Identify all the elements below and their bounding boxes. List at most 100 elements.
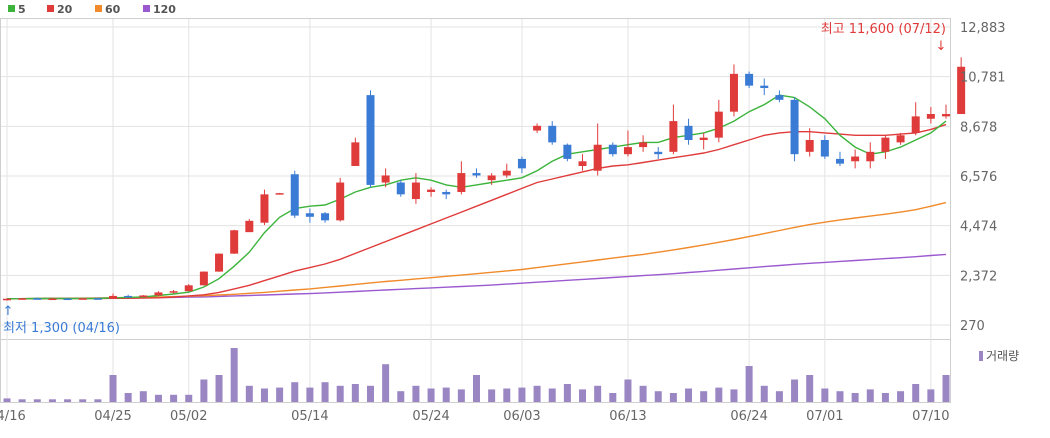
ma5-line (6, 94, 947, 300)
volume-bar (442, 387, 450, 402)
candle-body (305, 213, 314, 217)
candle-body (3, 298, 11, 301)
high-arrow-icon: ↓ (936, 39, 947, 54)
candle-body (926, 114, 935, 119)
y-tick-label: 12,883 (960, 21, 1006, 36)
candle-body (472, 173, 481, 176)
legend-label: 120 (153, 3, 176, 16)
volume-bar (700, 391, 708, 402)
candle-body (154, 292, 163, 296)
candle-body (548, 125, 557, 143)
y-tick-label: 10,781 (960, 71, 1006, 86)
candle-body (517, 158, 526, 169)
volume-bar (427, 388, 435, 402)
volume-bar (639, 385, 647, 402)
candle-body (396, 182, 405, 195)
x-tick-label: 04/25 (94, 409, 131, 424)
candle-body (290, 174, 299, 216)
volume-bar (306, 387, 314, 402)
candle-body (366, 95, 375, 185)
candle-body (48, 298, 57, 301)
volume-bar (260, 388, 268, 402)
candle-body (623, 147, 632, 155)
volume-bar (760, 385, 768, 402)
candle-body (957, 66, 966, 115)
volume-bar (685, 388, 693, 402)
x-tick-label: 06/24 (730, 409, 767, 424)
candle-body (78, 298, 87, 300)
legend-label: 5 (18, 3, 26, 16)
candle-body (745, 73, 754, 86)
volume-bar (866, 389, 874, 402)
volume-bar (245, 385, 253, 402)
volume-bar (154, 394, 162, 402)
volume-bar (291, 382, 299, 402)
y-tick-label: 4,474 (960, 220, 997, 235)
volume-bar (503, 388, 511, 402)
candle-body (381, 175, 390, 183)
candle-body (260, 194, 269, 223)
candle-body (563, 144, 572, 159)
volume-bar (488, 389, 496, 402)
volume-bar (139, 391, 147, 402)
candle-body (502, 170, 511, 176)
volume-bar (18, 399, 26, 402)
x-tick-label: 05/02 (170, 409, 207, 424)
candle-body (93, 298, 102, 300)
ma60-line (6, 201, 947, 300)
x-tick-label: 06/03 (503, 409, 540, 424)
candle-body (169, 291, 178, 293)
volume-bar (669, 393, 677, 402)
volume-bar (457, 389, 465, 402)
volume-bar (942, 375, 950, 402)
volume-panel (0, 339, 951, 403)
legend-swatch (8, 5, 15, 12)
y-tick-label: 270 (960, 319, 985, 334)
legend-swatch (47, 5, 54, 12)
volume-bar (366, 385, 374, 402)
candle-body (775, 95, 784, 100)
volume-bar (851, 393, 859, 402)
candle-body (684, 125, 693, 141)
volume-bar (200, 379, 208, 402)
volume-bar (791, 379, 799, 402)
x-tick-label: 04/16 (0, 409, 26, 424)
candle-body (230, 230, 239, 254)
candle-body (714, 111, 723, 138)
candle-body (911, 116, 920, 133)
volume-bar (336, 385, 344, 402)
volume-bar (654, 391, 662, 402)
x-tick-label: 05/24 (412, 409, 449, 424)
volume-bar (548, 388, 556, 402)
grid-lines (1, 19, 950, 402)
volume-bar (927, 389, 935, 402)
volume-bar (563, 384, 571, 402)
volume-bar (775, 391, 783, 402)
candle-body (457, 173, 466, 192)
volume-bar (33, 399, 41, 402)
candle-body (321, 213, 330, 221)
candle-body (654, 151, 663, 155)
candle-body (942, 114, 950, 117)
low-arrow-icon: ↑ (3, 304, 14, 319)
y-tick-label: 8,678 (960, 120, 997, 135)
candle-body (669, 121, 678, 152)
candle-body (411, 182, 420, 200)
x-tick-label: 07/10 (912, 409, 949, 424)
volume-bar (109, 375, 117, 402)
volume-bar (185, 394, 193, 402)
candle-body (275, 193, 284, 195)
volume-bar (3, 398, 11, 402)
volume-bar (124, 393, 132, 402)
legend: 5 20 60 120 (8, 3, 176, 16)
candle-body (18, 298, 27, 300)
candle-body (336, 182, 345, 221)
volume-bar (351, 384, 359, 402)
volume-bar (594, 385, 602, 402)
candle-body (109, 295, 118, 299)
low-annotation: 최저 1,300 (04/16) (3, 321, 120, 336)
legend-label: 60 (105, 3, 121, 16)
candle-body (33, 298, 42, 300)
volume-bar (897, 391, 905, 402)
volume-bar (836, 391, 844, 402)
